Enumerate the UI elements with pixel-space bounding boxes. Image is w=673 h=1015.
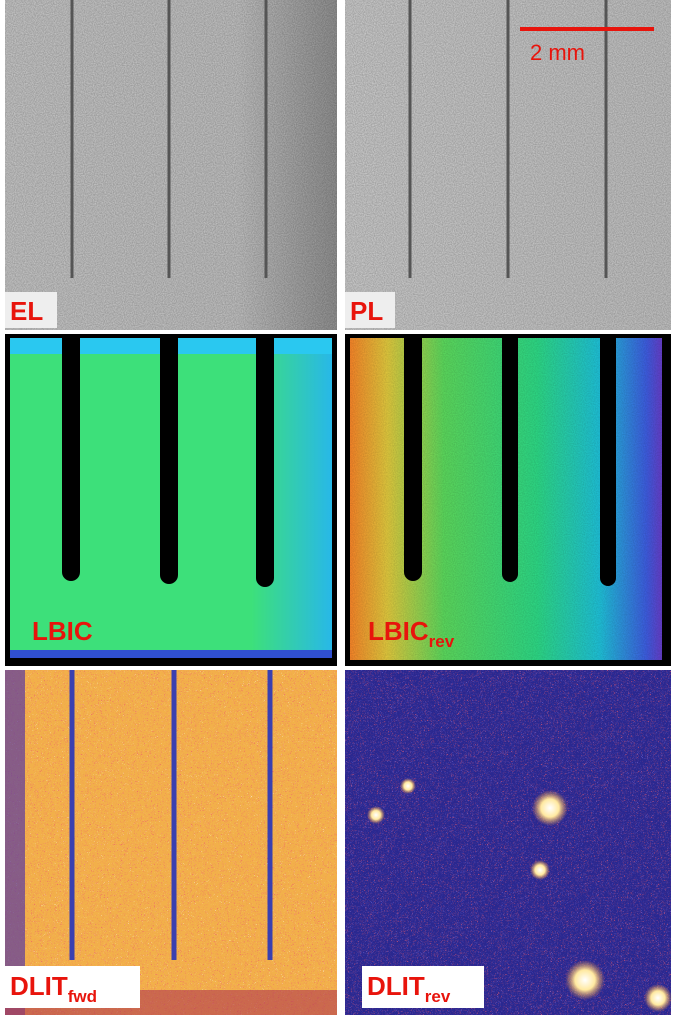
dlit-fwd-panel: DLITfwd (5, 670, 337, 1015)
panel-label: PL (350, 296, 383, 326)
figure: EL PL 2 mm LBIC LBICrev (0, 0, 673, 1015)
lbic-panel: LBIC (5, 334, 337, 666)
lbic-rev-panel: LBICrev (345, 334, 671, 666)
dlit-rev-panel: DLITrev (345, 670, 672, 1015)
scale-bar-label: 2 mm (530, 40, 585, 65)
panel-label: EL (10, 296, 43, 326)
pl-panel: PL 2 mm (345, 0, 671, 330)
panel-label: LBIC (32, 616, 93, 646)
el-panel: EL (5, 0, 337, 330)
